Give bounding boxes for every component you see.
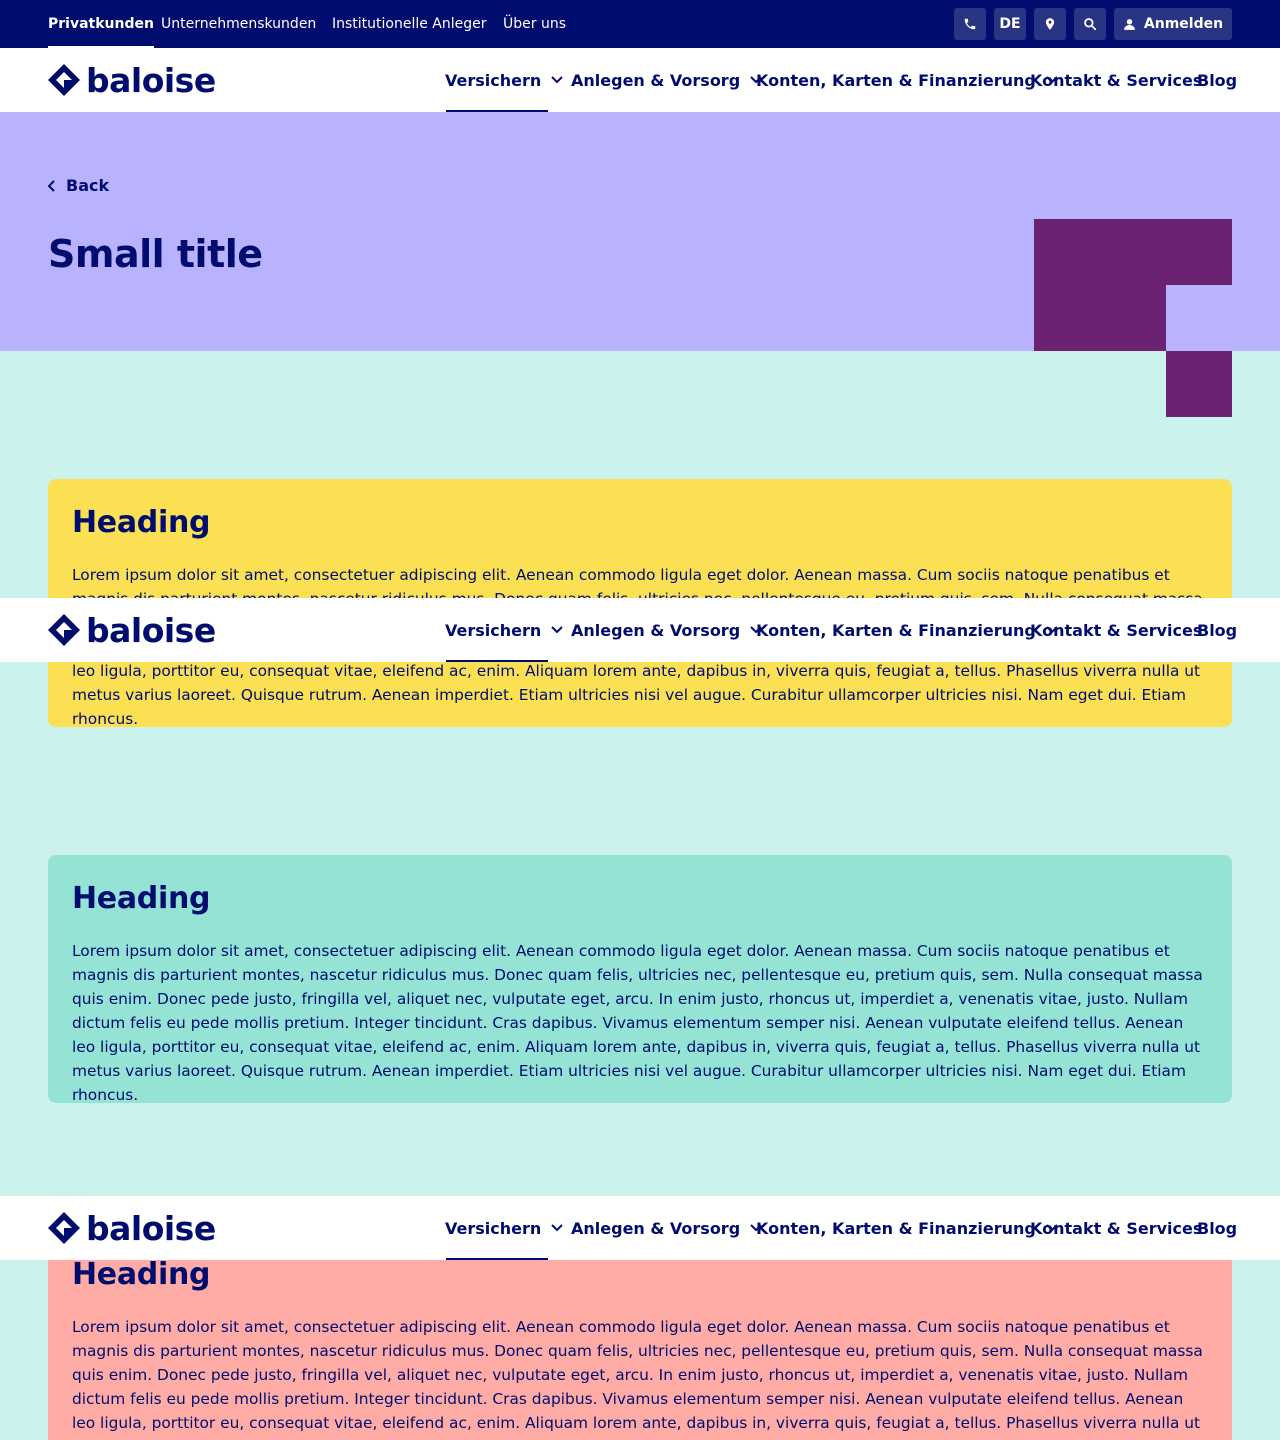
main-nav: baloise Versichern Anlegen & Vorsorg Kon… — [0, 48, 1280, 112]
chevron-down-icon — [750, 626, 762, 634]
chevron-down-icon — [1046, 626, 1058, 634]
language-button[interactable]: DE — [994, 8, 1026, 40]
nav-item-kontakt[interactable]: Kontakt & Services — [1030, 620, 1203, 640]
logo-text: baloise — [86, 610, 216, 650]
nav-label: Konten, Karten & Finanzierung — [756, 620, 1036, 640]
nav-item-blog[interactable]: Blog — [1197, 70, 1238, 90]
login-label: Anmelden — [1143, 16, 1224, 32]
nav-item-versichern[interactable]: Versichern — [445, 1196, 563, 1260]
chevron-down-icon — [750, 76, 762, 84]
sticky-nav-2: baloise Versichern Anlegen & Vorsorg Kon… — [0, 598, 1280, 662]
nav-item-kontakt[interactable]: Kontakt & Services — [1030, 1218, 1203, 1238]
login-button[interactable]: Anmelden — [1114, 8, 1232, 40]
back-label: Back — [66, 176, 110, 195]
sticky-nav-3: baloise Versichern Anlegen & Vorsorg Kon… — [0, 1196, 1280, 1260]
nav-label: Versichern — [445, 70, 542, 90]
active-nav-indicator — [446, 1258, 548, 1260]
phone-icon — [964, 18, 976, 30]
search-button[interactable] — [1074, 8, 1106, 40]
content-card-3: Heading Lorem ipsum dolor sit amet, cons… — [48, 1231, 1232, 1440]
nav-item-versichern[interactable]: Versichern — [445, 598, 563, 662]
segment-ueber-uns[interactable]: Über uns — [503, 16, 566, 32]
card-text: Lorem ipsum dolor sit amet, consectetuer… — [72, 1318, 1203, 1440]
chevron-down-icon — [551, 1224, 563, 1232]
chevron-down-icon — [551, 626, 563, 634]
chevron-down-icon — [1046, 76, 1058, 84]
baloise-logo[interactable]: baloise — [48, 60, 216, 100]
user-icon — [1123, 18, 1135, 30]
nav-item-versichern[interactable]: Versichern — [445, 48, 563, 112]
segment-institutionelle-anleger[interactable]: Institutionelle Anleger — [332, 16, 487, 32]
back-link[interactable]: Back — [48, 176, 109, 195]
nav-label: Konten, Karten & Finanzierung — [756, 70, 1036, 90]
nav-item-anlegen[interactable]: Anlegen & Vorsorg — [571, 48, 762, 112]
active-nav-indicator — [446, 110, 548, 112]
nav-label: Anlegen & Vorsorg — [571, 1218, 741, 1238]
nav-label: Anlegen & Vorsorg — [571, 70, 741, 90]
baloise-diamond-icon — [48, 614, 80, 646]
chevron-down-icon — [551, 76, 563, 84]
baloise-diamond-icon — [48, 64, 80, 96]
baloise-logo[interactable]: baloise — [48, 1208, 216, 1248]
hero-shape-bottom — [1166, 351, 1232, 417]
chevron-down-icon — [1046, 1224, 1058, 1232]
map-pin-icon — [1045, 18, 1055, 30]
baloise-diamond-icon — [48, 1212, 80, 1244]
card-text: Lorem ipsum dolor sit amet, consectetuer… — [72, 942, 1203, 1104]
logo-text: baloise — [86, 60, 216, 100]
chevron-left-icon — [48, 179, 55, 192]
nav-item-konten[interactable]: Konten, Karten & Finanzierung — [756, 48, 1058, 112]
nav-label: Konten, Karten & Finanzierung — [756, 1218, 1036, 1238]
nav-item-kontakt[interactable]: Kontakt & Services — [1030, 70, 1203, 90]
card-heading: Heading — [72, 1257, 211, 1292]
content-card-2: Heading Lorem ipsum dolor sit amet, cons… — [48, 855, 1232, 1104]
hero-shape-middle — [1034, 285, 1166, 351]
nav-label: Versichern — [445, 1218, 542, 1238]
card-heading: Heading — [72, 881, 211, 916]
baloise-logo[interactable]: baloise — [48, 610, 216, 650]
nav-item-konten[interactable]: Konten, Karten & Finanzierung — [756, 598, 1058, 662]
segment-unternehmenskunden[interactable]: Unternehmenskunden — [161, 16, 317, 32]
search-icon — [1084, 18, 1097, 31]
phone-button[interactable] — [954, 8, 986, 40]
location-button[interactable] — [1034, 8, 1066, 40]
nav-item-blog[interactable]: Blog — [1197, 620, 1238, 640]
nav-item-anlegen[interactable]: Anlegen & Vorsorg — [571, 1196, 762, 1260]
active-nav-indicator — [446, 660, 548, 662]
page-title: Small title — [48, 232, 263, 276]
chevron-down-icon — [750, 1224, 762, 1232]
nav-label: Anlegen & Vorsorg — [571, 620, 741, 640]
nav-item-blog[interactable]: Blog — [1197, 1218, 1238, 1238]
meta-bar: Privatkunden Unternehmenskunden Institut… — [0, 0, 1280, 48]
logo-text: baloise — [86, 1208, 216, 1248]
hero-shape-top — [1034, 219, 1232, 285]
nav-item-anlegen[interactable]: Anlegen & Vorsorg — [571, 598, 762, 662]
nav-label: Versichern — [445, 620, 542, 640]
card-heading: Heading — [72, 505, 211, 540]
nav-item-konten[interactable]: Konten, Karten & Finanzierung — [756, 1196, 1058, 1260]
segment-privatkunden[interactable]: Privatkunden — [48, 0, 154, 48]
